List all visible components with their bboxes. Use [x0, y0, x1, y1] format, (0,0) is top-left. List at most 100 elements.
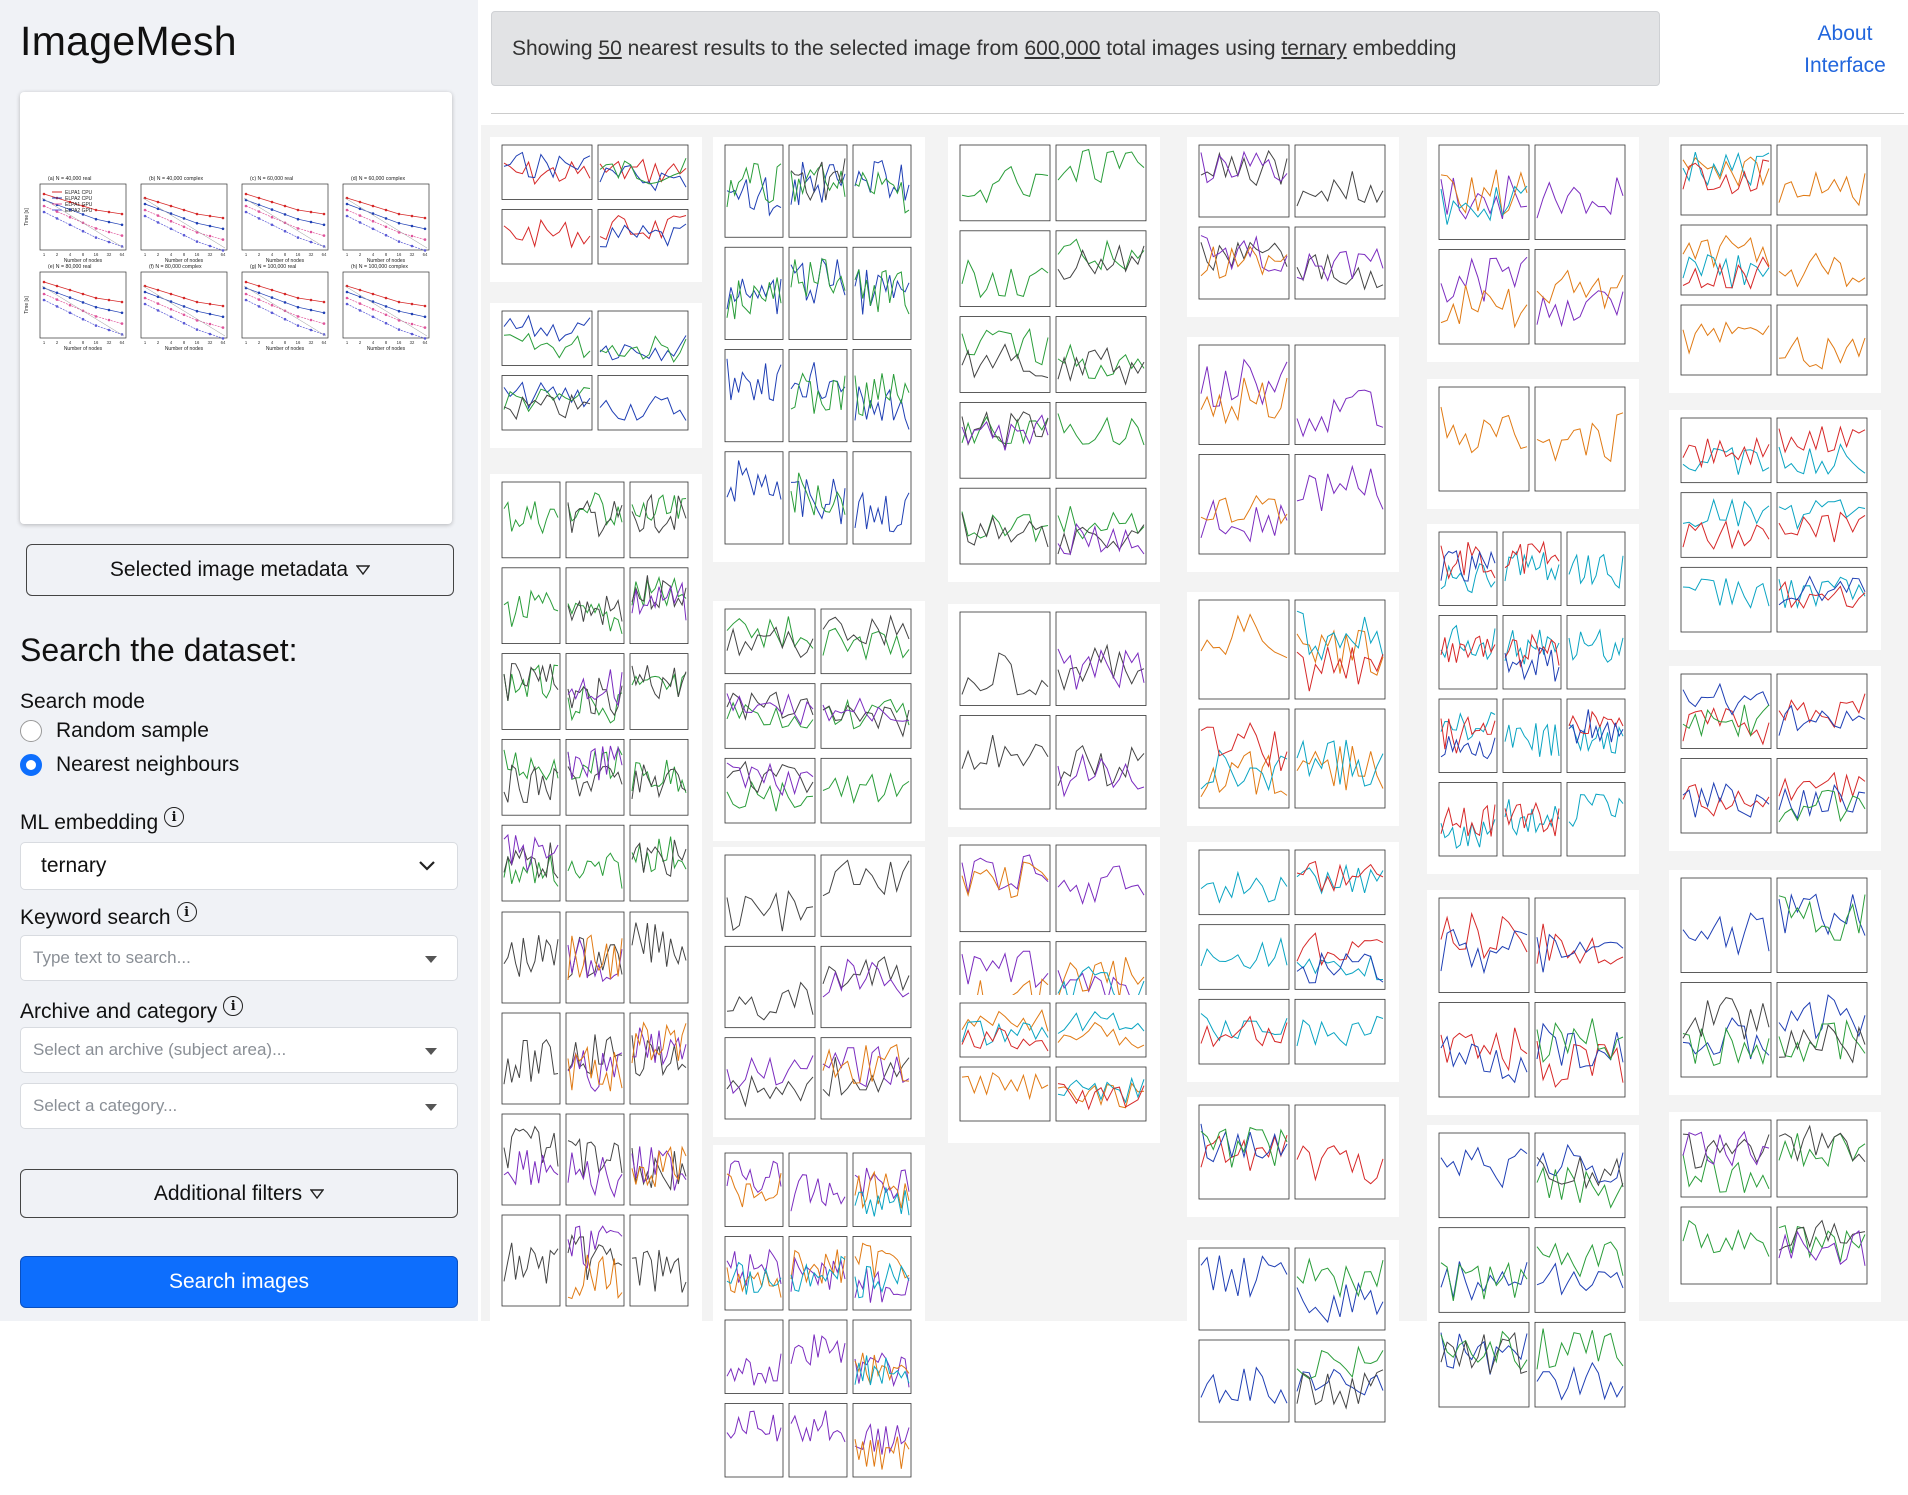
thumbnail-panel	[959, 1066, 1051, 1122]
thumbnail-series	[1200, 750, 1288, 798]
result-thumbnail[interactable]	[490, 474, 702, 919]
info-icon[interactable]: i	[176, 902, 197, 922]
info-icon[interactable]: i	[164, 807, 185, 827]
result-thumbnail[interactable]	[1427, 1125, 1639, 1425]
thumbnail-panel	[1198, 344, 1290, 445]
result-thumbnail[interactable]	[1187, 137, 1399, 317]
thumbnail-panel	[1680, 492, 1772, 558]
thumbnail-series	[631, 1021, 687, 1064]
result-thumbnail[interactable]	[490, 904, 702, 1324]
result-thumbnail[interactable]	[1187, 1240, 1399, 1440]
result-thumbnail[interactable]	[1427, 890, 1639, 1115]
thumbnail-series	[1504, 550, 1560, 582]
thumbnail-panel	[852, 144, 912, 238]
result-thumbnail[interactable]	[1187, 592, 1399, 826]
category-select[interactable]: Select a category...	[20, 1083, 458, 1129]
thumbnail-series	[1440, 736, 1496, 760]
preview-point	[143, 290, 147, 294]
result-thumbnail[interactable]	[1669, 870, 1881, 1095]
thumbnail-figure	[1680, 417, 1868, 633]
thumbnail-series	[1440, 285, 1528, 329]
thumbnail-panel	[597, 375, 689, 431]
thumbnail-panel	[1776, 224, 1868, 296]
result-thumbnail[interactable]	[948, 137, 1160, 582]
thumbnail-figure	[501, 310, 689, 431]
result-thumbnail[interactable]	[713, 601, 925, 841]
thumbnail-panel	[1776, 982, 1868, 1078]
thumbnail-series	[1057, 648, 1145, 690]
thumbnail-series	[1778, 336, 1866, 370]
embedding-select[interactable]: ternary	[20, 842, 458, 890]
thumbnail-panel	[565, 1214, 625, 1307]
thumbnail-series	[1778, 170, 1866, 207]
thumbnail-series	[1536, 1361, 1624, 1401]
radio-button-random[interactable]	[20, 720, 42, 742]
results-info-bar: Showing 50 nearest results to the select…	[491, 11, 1660, 86]
thumbnail-series	[854, 1423, 910, 1455]
thumbnail-panel	[1534, 1132, 1626, 1219]
preview-xtick: 64	[423, 340, 428, 345]
additional-filters-button[interactable]: Additional filters	[20, 1169, 458, 1218]
thumbnail-panel	[959, 1002, 1051, 1058]
result-thumbnail[interactable]	[1669, 666, 1881, 851]
thumbnail-series	[599, 158, 687, 185]
info-icon[interactable]: i	[223, 996, 244, 1016]
radio-nearest-neighbours[interactable]: Nearest neighbours	[20, 753, 239, 777]
result-thumbnail[interactable]	[1427, 379, 1639, 509]
thumbnail-figure	[724, 854, 912, 1120]
preview-xtick: 16	[195, 252, 200, 257]
thumbnail-panel	[724, 246, 784, 340]
search-images-button[interactable]: Search images	[20, 1256, 458, 1308]
thumbnail-figure	[1438, 531, 1626, 857]
selected-image-preview[interactable]: (a) N = 40,000 real Time [s] 1 2 4 8 16 32 64 Num…	[20, 92, 452, 524]
result-thumbnail[interactable]	[1187, 1097, 1399, 1217]
thumbnail-series	[961, 513, 1049, 548]
result-thumbnail[interactable]	[948, 995, 1160, 1139]
thumbnail-figure	[724, 1152, 912, 1478]
preview-series-line	[245, 211, 325, 247]
preview-series-line	[346, 203, 426, 230]
thumbnail-panel	[1680, 304, 1772, 376]
preview-xlabel: Number of nodes	[367, 258, 406, 264]
preview-series-line	[43, 287, 123, 314]
thumbnail-series	[1536, 290, 1624, 328]
thumbnail-panel	[597, 310, 689, 366]
keyword-search-input[interactable]: Type text to search...	[20, 935, 458, 981]
thumbnail-series	[726, 762, 814, 797]
thumbnail-series	[1778, 994, 1866, 1040]
result-thumbnail[interactable]	[1669, 410, 1881, 650]
result-thumbnail[interactable]	[1669, 137, 1881, 393]
preview-ylabel: Time [s]	[24, 208, 30, 226]
result-thumbnail[interactable]	[490, 303, 702, 448]
archive-select[interactable]: Select an archive (subject area)...	[20, 1027, 458, 1073]
thumbnail-panel	[597, 209, 689, 265]
thumbnail-panel	[959, 401, 1051, 479]
preview-series-line	[144, 203, 224, 230]
thumbnail-series	[1536, 923, 1624, 965]
radio-button-nearest[interactable]	[20, 754, 42, 776]
metadata-button[interactable]: Selected image metadata	[26, 544, 454, 596]
result-thumbnail[interactable]	[948, 604, 1160, 827]
thumbnail-series	[1682, 1219, 1770, 1257]
result-thumbnail[interactable]	[1427, 137, 1639, 362]
result-thumbnail[interactable]	[713, 1145, 925, 1495]
thumbnail-series	[1200, 149, 1288, 187]
thumbnail-panel	[501, 1113, 561, 1206]
radio-random-sample[interactable]: Random sample	[20, 719, 209, 743]
preview-xtick: 64	[221, 252, 226, 257]
result-thumbnail[interactable]	[1669, 1112, 1881, 1302]
result-thumbnail[interactable]	[1427, 524, 1639, 874]
result-thumbnail[interactable]	[1187, 842, 1399, 1082]
thumbnail-figure	[1680, 673, 1868, 834]
result-thumbnail[interactable]	[713, 847, 925, 1137]
result-thumbnail[interactable]	[1187, 337, 1399, 572]
thumbnail-figure	[1438, 386, 1626, 492]
results-total[interactable]: 600,000	[1024, 36, 1101, 60]
results-count[interactable]: 50	[598, 36, 622, 60]
result-thumbnail[interactable]	[713, 137, 925, 562]
about-interface-link[interactable]: About Interface	[1795, 18, 1895, 82]
thumbnail-panel	[852, 1236, 912, 1311]
result-thumbnail[interactable]	[490, 137, 702, 282]
results-embedding[interactable]: ternary	[1281, 36, 1347, 60]
thumbnail-series	[822, 772, 910, 804]
